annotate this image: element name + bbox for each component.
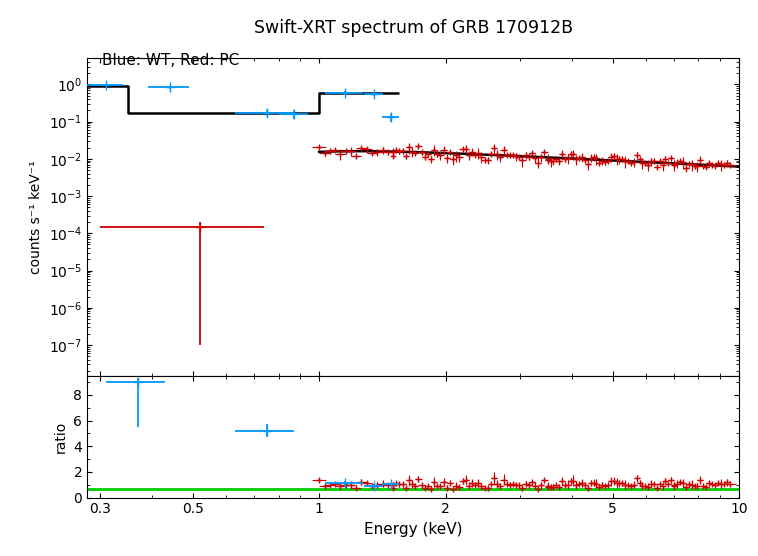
X-axis label: Energy (keV): Energy (keV): [364, 522, 462, 537]
Text: Swift-XRT spectrum of GRB 170912B: Swift-XRT spectrum of GRB 170912B: [253, 19, 573, 37]
Y-axis label: ratio: ratio: [54, 420, 68, 453]
Y-axis label: counts s⁻¹ keV⁻¹: counts s⁻¹ keV⁻¹: [30, 160, 43, 274]
Text: Blue: WT, Red: PC: Blue: WT, Red: PC: [102, 53, 240, 68]
